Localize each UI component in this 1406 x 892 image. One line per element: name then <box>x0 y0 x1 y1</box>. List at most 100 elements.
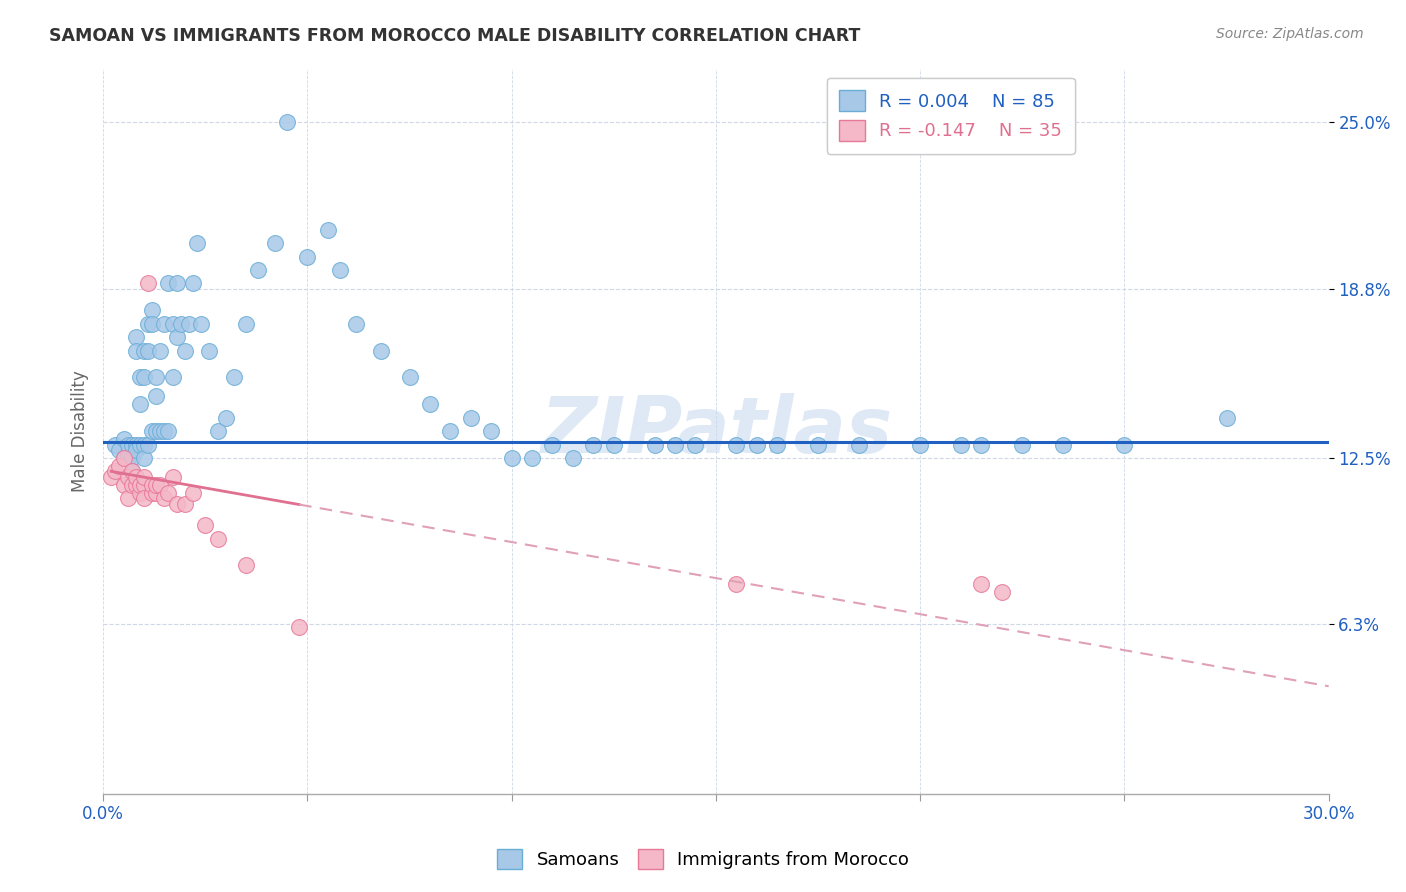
Legend: R = 0.004    N = 85, R = -0.147    N = 35: R = 0.004 N = 85, R = -0.147 N = 35 <box>827 78 1074 153</box>
Point <box>136 317 159 331</box>
Point <box>370 343 392 358</box>
Point <box>725 577 748 591</box>
Point <box>145 424 167 438</box>
Point <box>288 620 311 634</box>
Point <box>520 450 543 465</box>
Text: Source: ZipAtlas.com: Source: ZipAtlas.com <box>1216 27 1364 41</box>
Point <box>991 585 1014 599</box>
Point <box>125 343 148 358</box>
Point <box>117 491 139 506</box>
Point <box>104 437 127 451</box>
Point <box>541 437 564 451</box>
Point <box>582 437 605 451</box>
Point <box>121 437 143 451</box>
Point <box>603 437 626 451</box>
Point <box>125 478 148 492</box>
Point <box>136 437 159 451</box>
Point <box>153 317 176 331</box>
Point <box>1114 437 1136 451</box>
Point <box>104 464 127 478</box>
Point <box>207 532 229 546</box>
Point <box>136 343 159 358</box>
Point <box>125 442 148 457</box>
Legend: Samoans, Immigrants from Morocco: Samoans, Immigrants from Morocco <box>488 839 918 879</box>
Point <box>112 478 135 492</box>
Point <box>186 236 208 251</box>
Point <box>439 424 461 438</box>
Point <box>1011 437 1033 451</box>
Point <box>132 437 155 451</box>
Point <box>190 317 212 331</box>
Point <box>157 486 180 500</box>
Point <box>132 491 155 506</box>
Point <box>1052 437 1074 451</box>
Point <box>162 317 184 331</box>
Point <box>157 277 180 291</box>
Point <box>145 486 167 500</box>
Point <box>132 478 155 492</box>
Point <box>173 497 195 511</box>
Point <box>121 464 143 478</box>
Point <box>166 497 188 511</box>
Point <box>162 469 184 483</box>
Point <box>398 370 420 384</box>
Point <box>145 389 167 403</box>
Point <box>125 469 148 483</box>
Point <box>162 370 184 384</box>
Point <box>207 424 229 438</box>
Point <box>766 437 789 451</box>
Point <box>170 317 193 331</box>
Point <box>1215 410 1237 425</box>
Point <box>153 491 176 506</box>
Point <box>108 442 131 457</box>
Point <box>644 437 666 451</box>
Point <box>215 410 238 425</box>
Point <box>112 450 135 465</box>
Point <box>141 303 163 318</box>
Point <box>149 478 172 492</box>
Point <box>561 450 583 465</box>
Point <box>132 343 155 358</box>
Point <box>848 437 870 451</box>
Point <box>235 317 257 331</box>
Point <box>112 450 135 465</box>
Point <box>685 437 707 451</box>
Point <box>128 478 150 492</box>
Point <box>112 432 135 446</box>
Point <box>166 277 188 291</box>
Point <box>117 437 139 451</box>
Point <box>128 370 150 384</box>
Text: SAMOAN VS IMMIGRANTS FROM MOROCCO MALE DISABILITY CORRELATION CHART: SAMOAN VS IMMIGRANTS FROM MOROCCO MALE D… <box>49 27 860 45</box>
Point <box>344 317 367 331</box>
Point <box>235 558 257 573</box>
Point <box>276 115 298 129</box>
Point <box>970 577 993 591</box>
Point <box>247 263 270 277</box>
Point <box>125 330 148 344</box>
Point <box>141 317 163 331</box>
Point <box>125 437 148 451</box>
Point <box>725 437 748 451</box>
Point <box>149 343 172 358</box>
Point <box>128 486 150 500</box>
Point <box>807 437 830 451</box>
Point <box>136 277 159 291</box>
Point <box>153 424 176 438</box>
Y-axis label: Male Disability: Male Disability <box>72 370 89 492</box>
Point <box>121 450 143 465</box>
Point <box>501 450 523 465</box>
Point <box>149 424 172 438</box>
Point <box>132 450 155 465</box>
Point <box>263 236 285 251</box>
Point <box>117 469 139 483</box>
Point <box>157 424 180 438</box>
Point <box>132 469 155 483</box>
Point <box>141 478 163 492</box>
Point <box>316 222 339 236</box>
Point <box>479 424 502 438</box>
Point <box>194 518 217 533</box>
Point <box>141 424 163 438</box>
Point <box>121 464 143 478</box>
Point <box>128 397 150 411</box>
Point <box>329 263 352 277</box>
